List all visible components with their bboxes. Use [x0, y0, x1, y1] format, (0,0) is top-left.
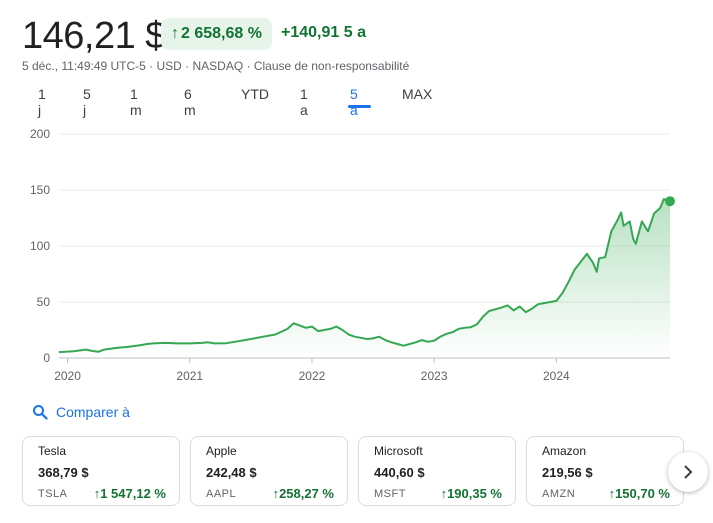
- next-cards-button[interactable]: [668, 452, 708, 492]
- x-tick-label: 2024: [543, 369, 570, 383]
- card-change: ↑1 547,12 %: [94, 486, 166, 501]
- active-tab-indicator: [348, 105, 371, 108]
- y-tick-label: 0: [43, 351, 50, 365]
- tab-max[interactable]: MAX: [402, 86, 433, 102]
- series-area: [59, 199, 670, 358]
- change-period: 5 a: [343, 24, 366, 41]
- x-tick-label: 2022: [299, 369, 326, 383]
- card-price: 440,60 $: [374, 465, 425, 480]
- up-arrow-icon: ↑: [608, 486, 616, 501]
- chevron-right-icon: [684, 465, 693, 479]
- change-absolute: +140,91 5 a: [281, 24, 366, 42]
- x-tick-label: 2023: [421, 369, 448, 383]
- change-percent-badge: ↑ 2 658,68 %: [161, 18, 272, 50]
- compare-card-tesla[interactable]: Tesla 368,79 $ TSLA ↑1 547,12 %: [22, 436, 180, 506]
- tab-1d[interactable]: 1 j: [38, 86, 46, 118]
- card-ticker: TSLA: [38, 488, 68, 500]
- card-change: ↑190,35 %: [441, 486, 502, 501]
- card-price: 242,48 $: [206, 465, 257, 480]
- up-arrow-icon: ↑: [272, 486, 280, 501]
- card-name: Apple: [206, 444, 237, 458]
- up-arrow-icon: ↑: [93, 486, 101, 501]
- change-percent: 2 658,68 %: [181, 25, 262, 42]
- tab-5y[interactable]: 5 a: [350, 86, 358, 118]
- x-tick-label: 2021: [176, 369, 203, 383]
- up-arrow-icon: ↑: [440, 486, 448, 501]
- y-tick-label: 200: [30, 127, 50, 141]
- up-arrow-icon: ↑: [171, 25, 180, 42]
- y-tick-label: 100: [30, 239, 50, 253]
- card-ticker: AMZN: [542, 488, 576, 500]
- card-change-value: 190,35 %: [447, 486, 502, 501]
- card-price: 368,79 $: [38, 465, 89, 480]
- card-change: ↑150,70 %: [609, 486, 670, 501]
- tab-1y[interactable]: 1 a: [300, 86, 308, 118]
- tab-6m[interactable]: 6 m: [184, 86, 196, 118]
- y-tick-label: 150: [30, 183, 50, 197]
- compare-card-apple[interactable]: Apple 242,48 $ AAPL ↑258,27 %: [190, 436, 348, 506]
- price-chart: 0 50 100 150 200 2020 2021 2022 2023 2024: [30, 127, 675, 383]
- last-point-marker: [665, 196, 675, 207]
- compare-label: Comparer à: [56, 404, 130, 420]
- tab-5d[interactable]: 5 j: [83, 86, 91, 118]
- quote-meta: 5 déc., 11:49:49 UTC-5 · USD · NASDAQ · …: [22, 59, 410, 73]
- series-line: [58, 198, 671, 354]
- card-ticker: MSFT: [374, 488, 406, 500]
- tab-ytd[interactable]: YTD: [241, 86, 269, 102]
- card-name: Amazon: [542, 444, 587, 458]
- card-change-value: 1 547,12 %: [100, 486, 166, 501]
- search-icon: [33, 405, 48, 420]
- card-ticker: AAPL: [206, 488, 237, 500]
- card-price: 219,56 $: [542, 465, 593, 480]
- card-name: Tesla: [38, 444, 67, 458]
- y-tick-label: 50: [37, 295, 51, 309]
- card-change-value: 258,27 %: [279, 486, 334, 501]
- compare-button[interactable]: Comparer à: [32, 404, 130, 420]
- tab-1m[interactable]: 1 m: [130, 86, 142, 118]
- current-price: 146,21 $: [22, 15, 166, 57]
- compare-card-microsoft[interactable]: Microsoft 440,60 $ MSFT ↑190,35 %: [358, 436, 516, 506]
- compare-card-amazon[interactable]: Amazon 219,56 $ AMZN ↑150,70 %: [526, 436, 684, 506]
- x-tick-label: 2020: [54, 369, 81, 383]
- card-change-value: 150,70 %: [615, 486, 670, 501]
- card-change: ↑258,27 %: [273, 486, 334, 501]
- card-name: Microsoft: [374, 444, 423, 458]
- change-value: +140,91: [281, 24, 340, 41]
